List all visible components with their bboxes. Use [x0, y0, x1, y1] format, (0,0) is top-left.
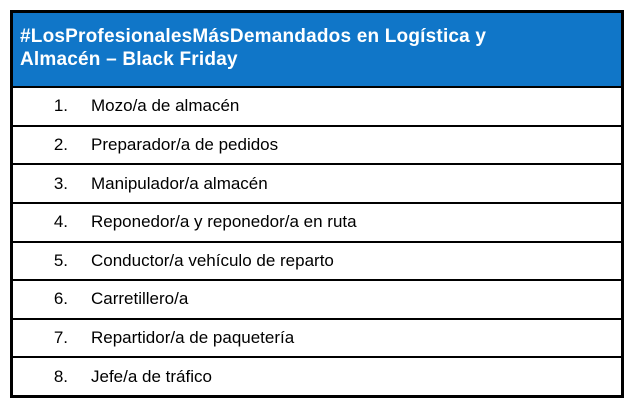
table-row: 8. Jefe/a de tráfico [13, 356, 621, 395]
row-number: 2. [53, 134, 68, 154]
row-label: Mozo/a de almacén [91, 96, 240, 116]
row-label: Jefe/a de tráfico [91, 366, 212, 386]
row-label: Preparador/a de pedidos [91, 134, 279, 154]
row-label: Manipulador/a almacén [91, 173, 268, 193]
row-number: 5. [53, 250, 68, 270]
table-row: 6. Carretillero/a [13, 279, 621, 318]
row-number: 3. [53, 173, 68, 193]
table-row: 4. Reponedor/a y reponedor/a en ruta [13, 201, 621, 241]
row-number: 1. [53, 96, 68, 116]
table-title-line1: #LosProfesionalesMásDemandados en Logíst… [20, 26, 487, 47]
table-row: 7. Repartidor/a de paquetería [13, 317, 621, 357]
row-label: Repartidor/a de paquetería [91, 328, 295, 348]
table-title-line2: Almacén – Black Friday [20, 49, 238, 70]
row-label: Reponedor/a y reponedor/a en ruta [91, 212, 357, 232]
row-label: Carretillero/a [91, 289, 189, 309]
row-label: Conductor/a vehículo de reparto [91, 250, 334, 270]
demand-table: #LosProfesionalesMásDemandados en Logíst… [10, 10, 624, 398]
table-header: #LosProfesionalesMásDemandados en Logíst… [13, 13, 621, 86]
table-row: 1. Mozo/a de almacén [13, 86, 621, 125]
table-row: 5. Conductor/a vehículo de reparto [13, 240, 621, 280]
table-row: 3. Manipulador/a almacén [13, 163, 621, 202]
row-number: 8. [53, 366, 68, 386]
row-number: 4. [53, 212, 68, 232]
row-number: 6. [53, 289, 68, 309]
table-row: 2. Preparador/a de pedidos [13, 124, 621, 164]
row-number: 7. [53, 328, 68, 348]
